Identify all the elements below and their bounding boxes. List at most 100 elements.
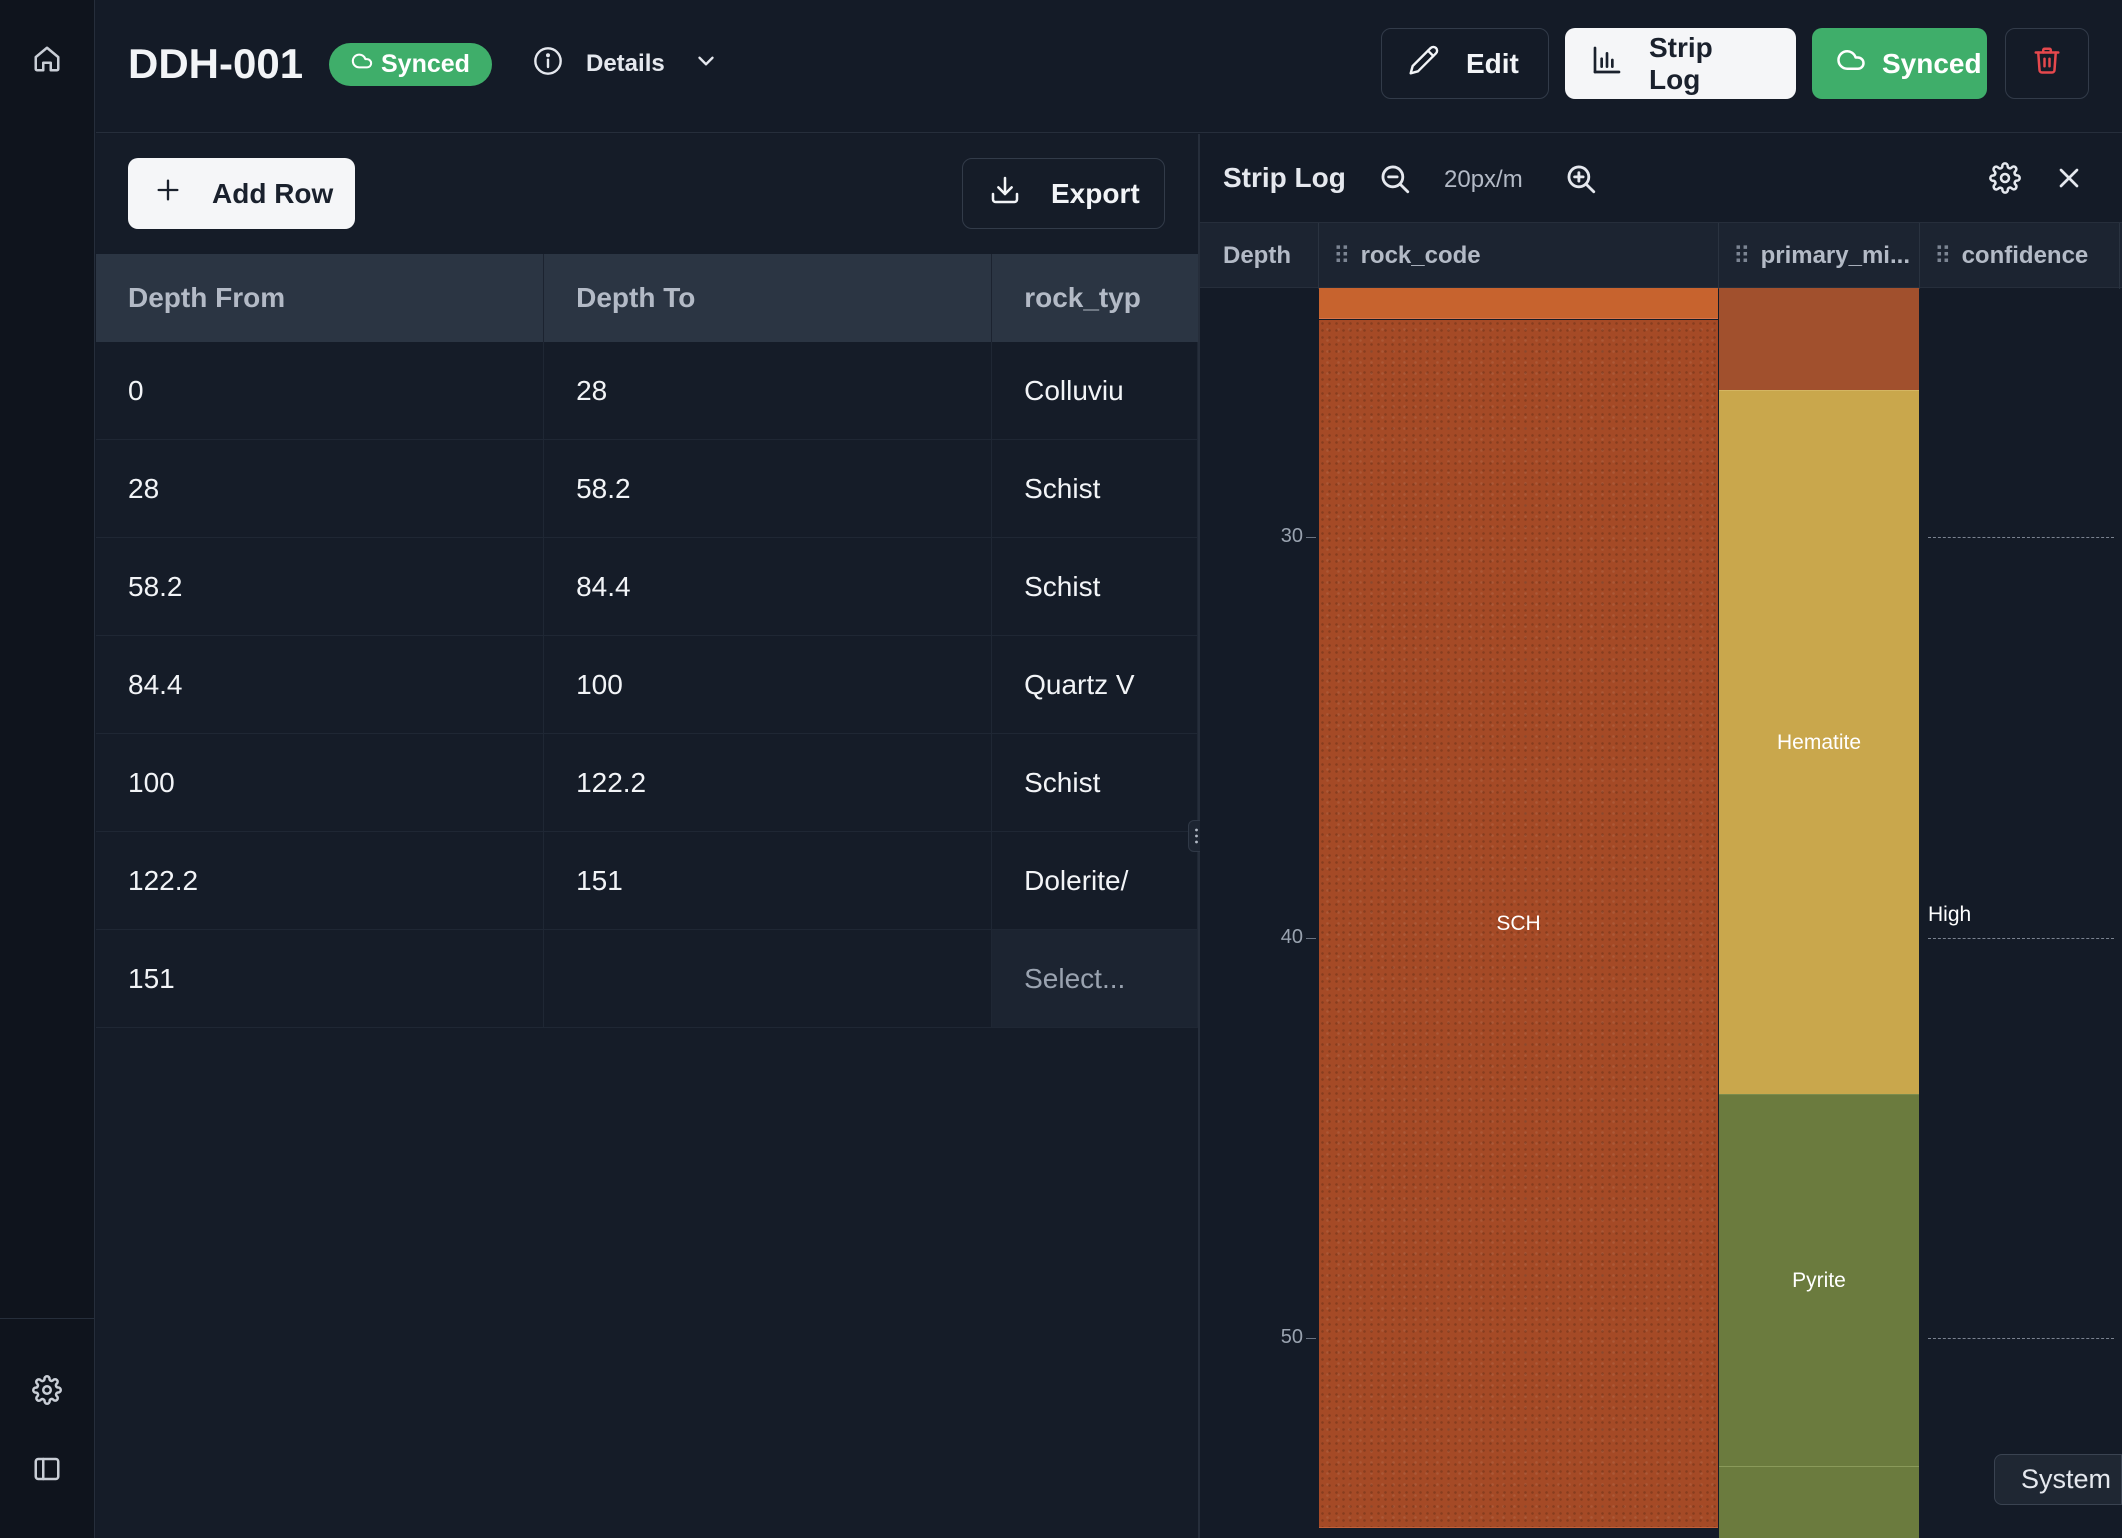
info-icon: [532, 45, 564, 84]
cell-depth-from[interactable]: 151: [96, 930, 545, 1027]
table-header: Depth From Depth To rock_typ: [96, 254, 1198, 342]
strip-log-settings-icon[interactable]: [1989, 162, 2021, 199]
table-toolbar: Add Row Export: [96, 134, 1198, 254]
status-badge: Synced: [329, 43, 492, 86]
cell-rock-type[interactable]: Dolerite/: [992, 832, 1198, 929]
cell-depth-from[interactable]: 122.2: [96, 832, 545, 929]
add-row-button[interactable]: Add Row: [128, 158, 355, 229]
cell-depth-to[interactable]: 28: [544, 342, 993, 439]
column-header-depth-from[interactable]: Depth From: [96, 254, 545, 342]
status-badge-label: Synced: [381, 50, 470, 78]
strip-log-header: Depth ⠿ rock_code ⠿ primary_mi... ⠿ confide…: [1200, 222, 2122, 289]
mineral-interval[interactable]: Hematite: [1719, 390, 1919, 1094]
sidebar-toggle-icon[interactable]: [28, 1450, 66, 1488]
grid-line: [1928, 938, 2114, 939]
cell-depth-to[interactable]: [544, 930, 993, 1027]
sidebar: [0, 0, 95, 1538]
depth-tick: [1306, 537, 1316, 538]
drag-handle-icon[interactable]: ⠿: [1333, 242, 1351, 270]
table-row[interactable]: 122.2 151 Dolerite/: [96, 832, 1198, 930]
trash-icon: [2032, 45, 2062, 82]
table-row[interactable]: 151 Select...: [96, 930, 1198, 1028]
cell-depth-to[interactable]: 58.2: [544, 440, 993, 537]
page-title: DDH-001: [128, 40, 304, 87]
confidence-track: High: [1920, 288, 2122, 1538]
depth-tick: [1306, 938, 1316, 939]
mineral-interval[interactable]: [1719, 288, 1919, 390]
zoom-out-icon[interactable]: [1378, 162, 1412, 201]
cell-rock-type[interactable]: Colluviu: [992, 342, 1198, 439]
column-header-depth-to[interactable]: Depth To: [544, 254, 993, 342]
strip-column-primary-mineral[interactable]: ⠿ primary_mi...: [1719, 223, 1920, 289]
cell-depth-from[interactable]: 100: [96, 734, 545, 831]
rock-interval[interactable]: SCH: [1319, 320, 1718, 1528]
page-header: DDH-001 Synced Details Edit Strip Log Sy…: [96, 0, 2122, 133]
edit-button[interactable]: Edit: [1381, 28, 1549, 99]
table-body: 0 28 Colluviu 28 58.2 Schist 58.2 84.4 S…: [96, 342, 1198, 1028]
column-header-rock-type[interactable]: rock_typ: [1024, 282, 1141, 313]
strip-log-body: 30 40 50 SCH Hematite Pyrite High: [1200, 288, 2122, 1538]
grid-line: [1928, 537, 2114, 538]
strip-column-depth: Depth: [1200, 223, 1319, 289]
cell-depth-from[interactable]: 58.2: [96, 538, 545, 635]
depth-tick-label: 50: [1280, 1326, 1303, 1348]
strip-log-button[interactable]: Strip Log: [1565, 28, 1796, 99]
drag-handle-icon[interactable]: ⠿: [1733, 242, 1751, 270]
export-label: Export: [1051, 177, 1140, 209]
rock-interval[interactable]: [1319, 288, 1718, 319]
details-toggle[interactable]: Details: [532, 44, 719, 84]
strip-column-confidence[interactable]: ⠿ confidence: [1920, 223, 2120, 289]
depth-tick-label: 30: [1280, 525, 1303, 547]
zoom-in-icon[interactable]: [1564, 162, 1598, 201]
cell-depth-from[interactable]: 84.4: [96, 636, 545, 733]
interval-table-panel: Add Row Export Depth From Depth To rock_…: [96, 134, 1198, 1538]
delete-button[interactable]: [2005, 28, 2089, 99]
zoom-level: 20px/m: [1444, 166, 1523, 193]
cell-rock-type[interactable]: Schist: [992, 440, 1198, 537]
pencil-icon: [1408, 44, 1440, 83]
table-row[interactable]: 0 28 Colluviu: [96, 342, 1198, 440]
sidebar-divider: [0, 1318, 95, 1319]
export-button[interactable]: Export: [962, 158, 1165, 229]
cloud-icon: [1836, 45, 1866, 82]
cloud-icon: [351, 50, 373, 79]
mineral-interval[interactable]: Pyrite: [1719, 1094, 1919, 1466]
sync-button-label: Synced: [1882, 47, 1982, 79]
sync-button[interactable]: Synced: [1812, 28, 1987, 99]
cell-rock-type[interactable]: Schist: [992, 538, 1198, 635]
settings-icon[interactable]: [28, 1371, 66, 1409]
strip-log-panel: Strip Log 20px/m Depth ⠿ rock_code ⠿ prima…: [1200, 134, 2122, 1538]
details-label: Details: [586, 50, 665, 77]
close-icon[interactable]: [2053, 162, 2085, 199]
depth-axis: 30 40 50: [1200, 288, 1318, 1538]
chevron-down-icon: [693, 48, 719, 81]
cell-depth-from[interactable]: 0: [96, 342, 545, 439]
edit-button-label: Edit: [1466, 47, 1519, 79]
table-row[interactable]: 28 58.2 Schist: [96, 440, 1198, 538]
rock-code-track: SCH: [1319, 288, 1718, 1538]
strip-column-rock-code[interactable]: ⠿ rock_code: [1319, 223, 1719, 289]
mineral-interval[interactable]: [1719, 1466, 1919, 1538]
confidence-value[interactable]: High: [1928, 903, 1972, 926]
table-row[interactable]: 100 122.2 Schist: [96, 734, 1198, 832]
cell-rock-type[interactable]: Quartz V: [992, 636, 1198, 733]
cell-depth-to[interactable]: 151: [544, 832, 993, 929]
cell-depth-from[interactable]: 28: [96, 440, 545, 537]
cell-depth-to[interactable]: 100: [544, 636, 993, 733]
depth-tick: [1306, 1338, 1316, 1339]
cell-rock-type[interactable]: Schist: [992, 734, 1198, 831]
grid-line: [1928, 1338, 2114, 1339]
system-theme-button[interactable]: System: [1994, 1454, 2122, 1505]
bar-chart-icon: [1591, 44, 1623, 83]
cell-depth-to[interactable]: 122.2: [544, 734, 993, 831]
depth-tick-label: 40: [1280, 926, 1303, 948]
table-row[interactable]: 84.4 100 Quartz V: [96, 636, 1198, 734]
rock-type-select[interactable]: Select...: [992, 930, 1198, 1027]
primary-mineral-track: Hematite Pyrite: [1719, 288, 1919, 1538]
add-row-label: Add Row: [212, 177, 334, 209]
cell-depth-to[interactable]: 84.4: [544, 538, 993, 635]
table-row[interactable]: 58.2 84.4 Schist: [96, 538, 1198, 636]
plus-icon: [154, 176, 182, 211]
drag-handle-icon[interactable]: ⠿: [1934, 242, 1952, 270]
home-icon[interactable]: [28, 40, 66, 78]
